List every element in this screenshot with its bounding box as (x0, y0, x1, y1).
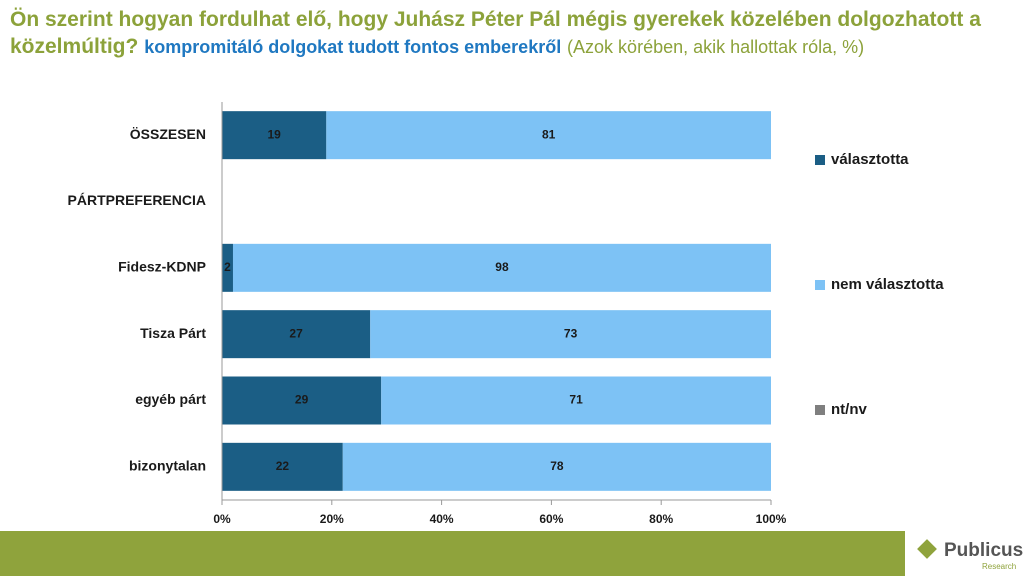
value-label: 2 (224, 260, 231, 274)
legend-swatch (815, 280, 825, 290)
legend-label: nem választotta (831, 276, 944, 293)
value-label: 27 (289, 326, 303, 340)
bar-segment (232, 243, 772, 292)
title-block: Ön szerint hogyan fordulhat elő, hogy Ju… (10, 6, 1010, 61)
x-tick-label: 20% (320, 512, 344, 526)
value-label: 81 (542, 127, 556, 141)
logo-icon (917, 539, 937, 559)
bar-segment (370, 310, 771, 359)
x-tick-label: 80% (649, 512, 673, 526)
value-label: 98 (495, 260, 509, 274)
bar-segment (222, 111, 327, 160)
bar-segment (326, 111, 771, 160)
y-tick-label: bizonytalan (129, 458, 206, 474)
bar-segment (342, 442, 771, 491)
x-tick-label: 60% (539, 512, 563, 526)
value-label: 73 (564, 326, 578, 340)
x-tick-label: 100% (756, 512, 787, 526)
logo: Publicus Research (917, 536, 1024, 574)
legend-label: választotta (831, 151, 909, 168)
bar-segment (381, 376, 771, 425)
chart-title: Ön szerint hogyan fordulhat elő, hogy Ju… (10, 8, 981, 58)
bar-segment (222, 442, 343, 491)
legend-swatch (815, 405, 825, 415)
y-tick-label: Tisza Párt (140, 325, 206, 341)
value-label: 29 (295, 393, 309, 407)
y-tick-label: PÁRTPREFERENCIA (68, 192, 206, 208)
x-tick-label: 0% (213, 512, 231, 526)
bar-segment (222, 243, 233, 292)
logo-brand: Publicus (944, 540, 1024, 561)
value-label: 19 (267, 127, 281, 141)
footer-band (0, 531, 905, 576)
y-tick-label: ÖSSZESEN (130, 126, 206, 142)
legend-label: nt/nv (831, 401, 867, 418)
bar-segment (222, 376, 382, 425)
chart-note: (Azok körében, akik hallottak róla, %) (567, 37, 865, 57)
value-label: 78 (550, 459, 564, 473)
value-label: 71 (569, 393, 583, 407)
x-tick-label: 40% (430, 512, 454, 526)
y-tick-label: egyéb párt (135, 391, 206, 407)
logo-sub: Research (982, 562, 1017, 571)
legend-swatch (815, 155, 825, 165)
y-tick-label: Fidesz-KDNP (118, 259, 206, 275)
chart-subtitle: kompromitáló dolgokat tudott fontos embe… (144, 37, 562, 57)
bar-segment (222, 310, 371, 359)
value-label: 22 (276, 459, 290, 473)
